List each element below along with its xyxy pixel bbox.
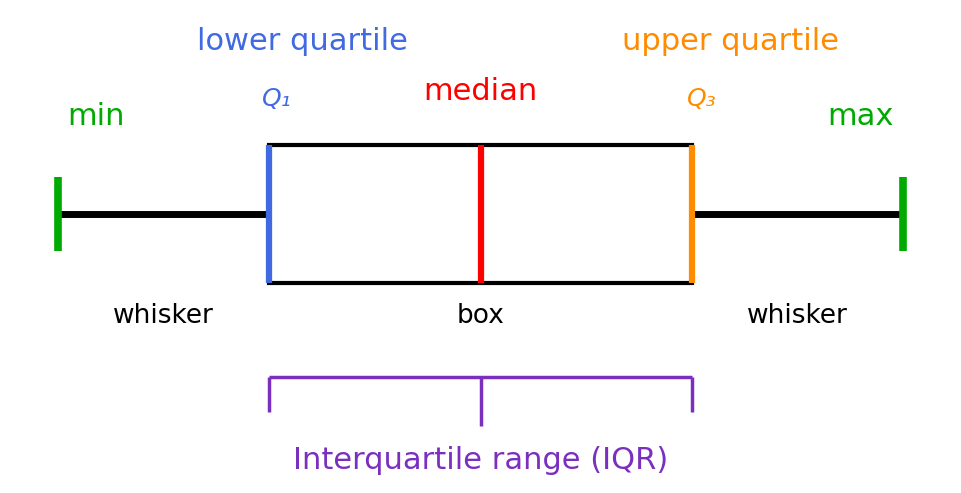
Text: min: min xyxy=(67,102,125,131)
Text: upper quartile: upper quartile xyxy=(622,28,839,56)
Text: Q₁: Q₁ xyxy=(262,87,291,111)
Bar xyxy=(269,145,692,283)
Text: Interquartile range (IQR): Interquartile range (IQR) xyxy=(293,446,668,475)
Text: Q₃: Q₃ xyxy=(687,87,716,111)
Text: whisker: whisker xyxy=(113,303,213,329)
Text: median: median xyxy=(424,77,537,106)
Text: box: box xyxy=(456,303,505,329)
Text: max: max xyxy=(827,102,894,131)
Text: lower quartile: lower quartile xyxy=(197,28,408,56)
Text: whisker: whisker xyxy=(748,303,848,329)
